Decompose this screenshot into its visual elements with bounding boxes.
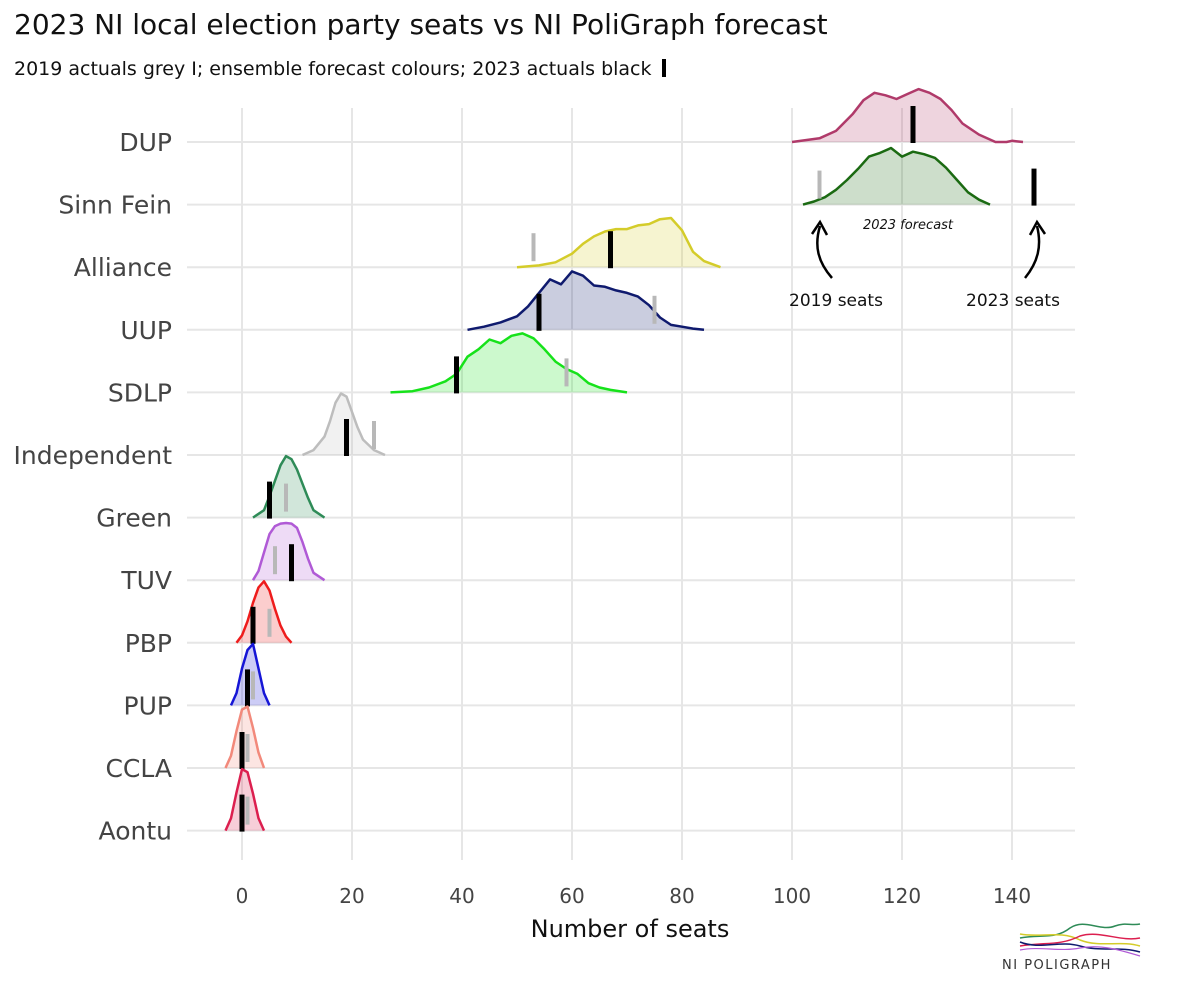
arrow-2019 bbox=[816, 225, 833, 279]
grid-lines bbox=[187, 108, 1075, 860]
x-tick-60: 60 bbox=[559, 884, 584, 908]
forecast-line-sdlp bbox=[390, 332, 628, 394]
ridge-pup bbox=[229, 642, 271, 707]
ridges bbox=[224, 87, 1037, 832]
party-label-tuv: TUV bbox=[120, 566, 172, 595]
party-label-sdlp: SDLP bbox=[108, 378, 172, 407]
forecast-line-independent bbox=[301, 392, 386, 457]
x-tick-140: 140 bbox=[993, 884, 1031, 908]
ridge-tuv bbox=[251, 521, 326, 582]
party-label-pbp: PBP bbox=[125, 629, 172, 658]
forecast-line-uup bbox=[467, 270, 705, 332]
x-tick-120: 120 bbox=[883, 884, 921, 908]
ridge-green bbox=[252, 454, 326, 519]
arrow-2019-head bbox=[810, 219, 829, 236]
arrow-2023 bbox=[1024, 225, 1041, 279]
forecast-area-alliance bbox=[517, 218, 721, 268]
ridge-alliance bbox=[516, 216, 721, 269]
forecast-line-alliance bbox=[516, 216, 721, 269]
arrow-2023-head bbox=[1028, 219, 1047, 236]
forecast-area-sinn-fein bbox=[803, 148, 990, 205]
annotations: 2023 forecast 2019 seats 2023 seats bbox=[789, 218, 1060, 311]
party-label-green: Green bbox=[96, 504, 172, 533]
legend-2023-bar bbox=[661, 59, 666, 77]
x-tick-0: 0 bbox=[236, 884, 249, 908]
chart-title: 2023 NI local election party seats vs NI… bbox=[14, 8, 828, 41]
annotation-2023-seats: 2023 seats bbox=[966, 291, 1060, 311]
annotation-2019-seats: 2019 seats bbox=[789, 291, 883, 311]
forecast-area-pbp bbox=[236, 581, 292, 643]
ridge-pbp bbox=[235, 580, 293, 644]
forecast-area-ccla bbox=[225, 706, 264, 768]
ridge-sdlp bbox=[390, 332, 628, 394]
x-axis-title: Number of seats bbox=[531, 915, 730, 943]
x-tick-labels: 0 20 40 60 80 100 120 140 bbox=[236, 884, 1031, 908]
chart-subtitle: 2019 actuals grey I; ensemble forecast c… bbox=[14, 58, 666, 80]
forecast-line-sinn-fein bbox=[802, 146, 991, 206]
forecast-area-aontu bbox=[225, 769, 264, 831]
ridge-independent bbox=[301, 392, 386, 457]
ridge-sinn-fein bbox=[802, 146, 1037, 206]
forecast-area-pup bbox=[231, 643, 270, 706]
forecast-line-pup bbox=[229, 642, 271, 706]
party-label-sinn-fein: Sinn Fein bbox=[58, 191, 172, 220]
x-tick-80: 80 bbox=[669, 884, 694, 908]
party-label-pup: PUP bbox=[124, 691, 172, 720]
brand-label: NI POLIGRAPH bbox=[1002, 958, 1112, 973]
forecast-line-aontu bbox=[224, 767, 266, 832]
ridge-dup bbox=[791, 87, 1024, 144]
annotation-forecast: 2023 forecast bbox=[863, 218, 954, 233]
party-label-ccla: CCLA bbox=[105, 754, 172, 783]
party-label-uup: UUP bbox=[120, 316, 172, 345]
forecast-line-dup bbox=[791, 87, 1024, 144]
forecast-line-pbp bbox=[235, 580, 293, 644]
forecast-area-dup bbox=[792, 89, 1023, 142]
x-tick-40: 40 bbox=[449, 884, 474, 908]
party-label-aontu: Aontu bbox=[99, 817, 172, 846]
x-tick-20: 20 bbox=[339, 884, 364, 908]
ridge-uup bbox=[467, 270, 705, 332]
x-tick-100: 100 bbox=[773, 884, 811, 908]
party-label-alliance: Alliance bbox=[74, 253, 172, 282]
brand-logo-lines bbox=[1019, 923, 1141, 957]
forecast-area-uup bbox=[467, 271, 704, 330]
party-labels: DUP Sinn Fein Alliance UUP SDLP Independent Gr… bbox=[14, 128, 173, 846]
subtitle-text: 2019 actuals grey I; ensemble forecast c… bbox=[14, 58, 652, 80]
forecast-line-ccla bbox=[224, 705, 266, 769]
party-label-independent: Independent bbox=[14, 441, 173, 470]
ridge-aontu bbox=[224, 767, 266, 832]
party-label-dup: DUP bbox=[119, 128, 172, 157]
ridge-ccla bbox=[224, 705, 266, 769]
forecast-area-tuv bbox=[253, 523, 325, 581]
forecast-line-tuv bbox=[251, 521, 326, 582]
